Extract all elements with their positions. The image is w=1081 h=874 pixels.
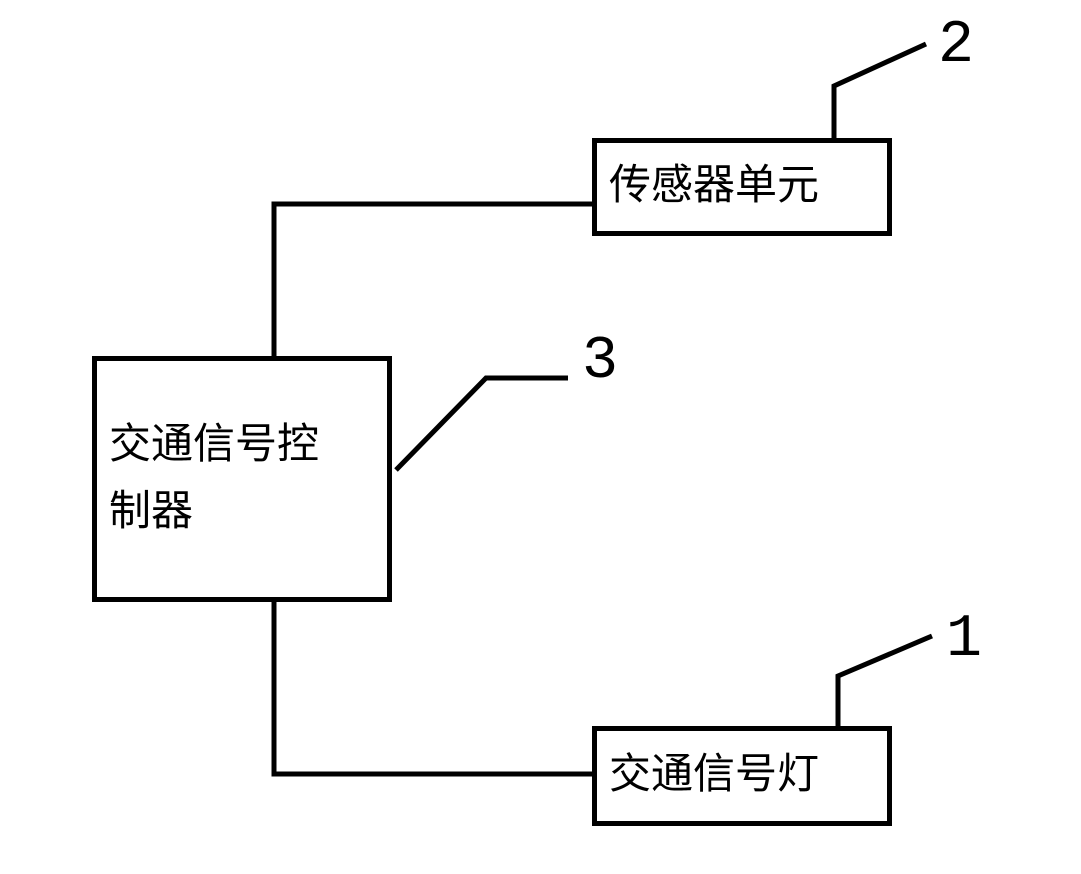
leader-1 xyxy=(838,636,932,728)
box-sensor-label: 传感器单元 xyxy=(597,153,827,220)
label-1: 1 xyxy=(946,606,982,674)
box-sensor: 传感器单元 xyxy=(592,138,892,236)
box-controller: 交通信号控制器 xyxy=(92,356,392,602)
label-2: 2 xyxy=(938,12,974,80)
connector-sensor-controller xyxy=(274,204,592,358)
box-light-label: 交通信号灯 xyxy=(597,742,827,809)
diagram-stage: 传感器单元 交通信号控制器 交通信号灯 2 3 1 xyxy=(0,0,1081,874)
connector-controller-light xyxy=(274,600,592,774)
leader-3 xyxy=(396,378,568,470)
box-controller-label: 交通信号控制器 xyxy=(97,412,327,546)
box-light: 交通信号灯 xyxy=(592,726,892,826)
label-3: 3 xyxy=(582,328,618,396)
leader-2 xyxy=(834,44,926,140)
